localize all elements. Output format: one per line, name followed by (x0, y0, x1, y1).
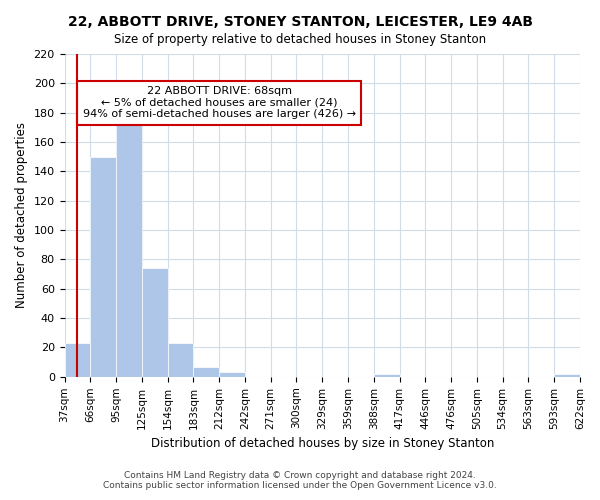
Bar (193, 366, 219, 377)
Text: 22, ABBOTT DRIVE, STONEY STANTON, LEICESTER, LE9 4AB: 22, ABBOTT DRIVE, STONEY STANTON, LEICES… (67, 15, 533, 29)
Bar (167, 343, 193, 377)
Text: Size of property relative to detached houses in Stoney Stanton: Size of property relative to detached ho… (114, 32, 486, 46)
Bar (374, 374, 400, 377)
X-axis label: Distribution of detached houses by size in Stoney Stanton: Distribution of detached houses by size … (151, 437, 494, 450)
Bar (91, 156, 116, 377)
Y-axis label: Number of detached properties: Number of detached properties (15, 122, 28, 308)
Text: 22 ABBOTT DRIVE: 68sqm
← 5% of detached houses are smaller (24)
94% of semi-deta: 22 ABBOTT DRIVE: 68sqm ← 5% of detached … (83, 86, 356, 120)
Bar (116, 120, 142, 377)
Bar (219, 372, 245, 377)
Bar (65, 343, 91, 377)
Text: Contains HM Land Registry data © Crown copyright and database right 2024.
Contai: Contains HM Land Registry data © Crown c… (103, 470, 497, 490)
Bar (554, 374, 580, 377)
Bar (142, 268, 167, 377)
